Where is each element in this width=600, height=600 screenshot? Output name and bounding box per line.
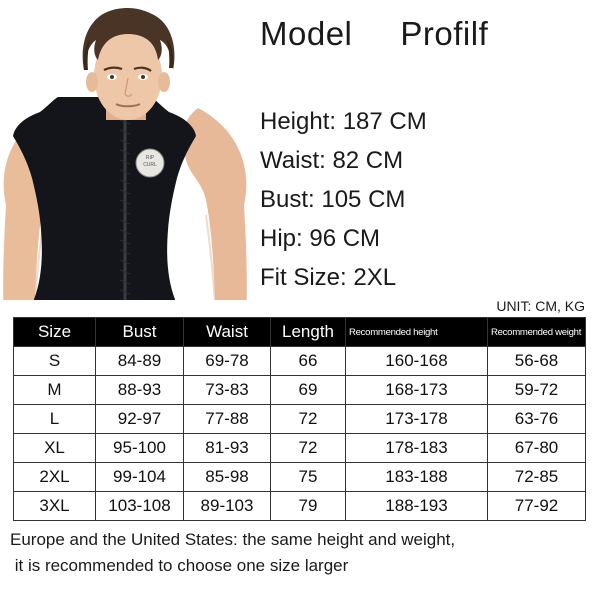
svg-text:CURL: CURL bbox=[143, 162, 157, 168]
svg-text:RIP: RIP bbox=[146, 155, 155, 161]
